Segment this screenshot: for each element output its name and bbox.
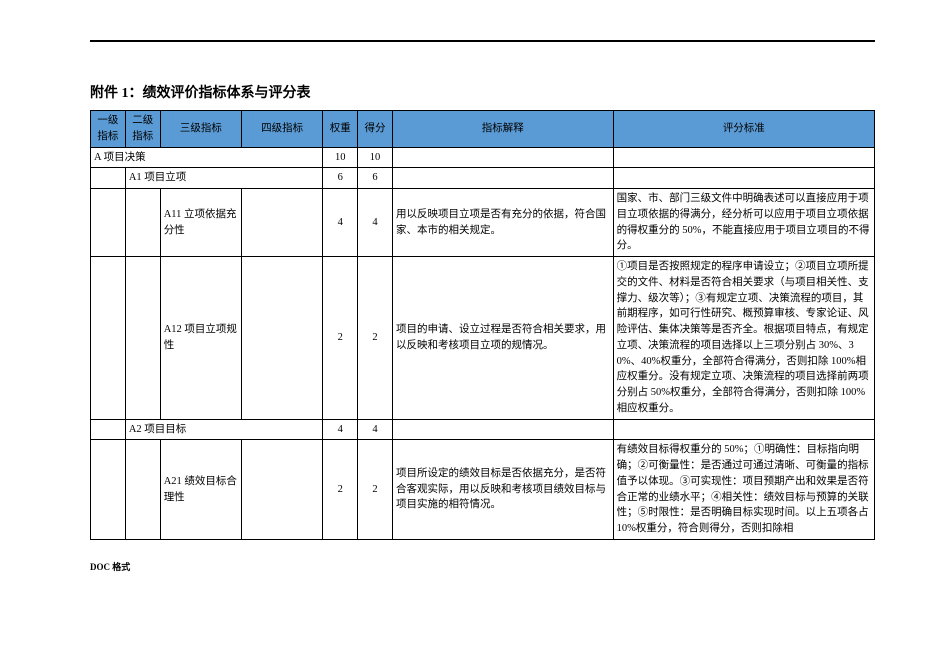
col-standard: 评分标准 (613, 111, 874, 148)
a21-weight: 2 (323, 440, 358, 540)
section-a-label: A 项目决策 (91, 147, 323, 168)
a11-weight: 4 (323, 189, 358, 257)
a21-std: 有绩效目标得权重分的 50%；①明确性：目标指向明确；②可衡量性：是否通过可通过… (613, 440, 874, 540)
a11-explain: 用以反映项目立项是否有充分的依据，符合国家、本市的相关规定。 (392, 189, 613, 257)
col-weight: 权重 (323, 111, 358, 148)
a21-c1 (91, 440, 126, 540)
table-header-row: 一级指标 二级指标 三级指标 四级指标 权重 得分 指标解释 评分标准 (91, 111, 875, 148)
sub-a2-std (613, 419, 874, 440)
a2-c1 (91, 419, 126, 440)
row-a11: A11 立项依据充分性 4 4 用以反映项目立项是否有充分的依据，符合国家、本市… (91, 189, 875, 257)
section-a-explain (392, 147, 613, 168)
a11-std: 国家、市、部门三级文件中明确表述可以直接应用于项目立项依据的得满分，经分析可以应… (613, 189, 874, 257)
sub-a2-label: A2 项目目标 (125, 419, 322, 440)
row-section-a: A 项目决策 10 10 (91, 147, 875, 168)
doc-title: 附件 1：绩效评价指标体系与评分表 (90, 82, 875, 102)
a21-c2 (125, 440, 160, 540)
doc-footer: DOC 格式 (90, 560, 875, 573)
a12-c4 (241, 257, 322, 420)
a1-c1 (91, 168, 126, 189)
sub-a1-explain (392, 168, 613, 189)
col-level2: 二级指标 (125, 111, 160, 148)
row-sub-a2: A2 项目目标 4 4 (91, 419, 875, 440)
a12-c1 (91, 257, 126, 420)
a12-weight: 2 (323, 257, 358, 420)
a12-score: 2 (358, 257, 393, 420)
col-level3: 三级指标 (160, 111, 241, 148)
a21-explain: 项目所设定的绩效目标是否依据充分，是否符合客观实际，用以反映和考核项目绩效目标与… (392, 440, 613, 540)
a11-c4 (241, 189, 322, 257)
a21-score: 2 (358, 440, 393, 540)
a11-c2 (125, 189, 160, 257)
sub-a2-score: 4 (358, 419, 393, 440)
sub-a1-score: 6 (358, 168, 393, 189)
col-level4: 四级指标 (241, 111, 322, 148)
sub-a1-std (613, 168, 874, 189)
section-a-weight: 10 (323, 147, 358, 168)
row-a12: A12 项目立项规性 2 2 项目的申请、设立过程是否符合相关要求，用以反映和考… (91, 257, 875, 420)
score-table: 一级指标 二级指标 三级指标 四级指标 权重 得分 指标解释 评分标准 A 项目… (90, 110, 875, 540)
sub-a1-weight: 6 (323, 168, 358, 189)
a12-name: A12 项目立项规性 (160, 257, 241, 420)
col-score: 得分 (358, 111, 393, 148)
a12-c2 (125, 257, 160, 420)
top-rule (90, 40, 875, 42)
col-level1: 一级指标 (91, 111, 126, 148)
row-a21: A21 绩效目标合理性 2 2 项目所设定的绩效目标是否依据充分，是否符合客观实… (91, 440, 875, 540)
section-a-score: 10 (358, 147, 393, 168)
col-explain: 指标解释 (392, 111, 613, 148)
a12-explain: 项目的申请、设立过程是否符合相关要求，用以反映和考核项目立项的规情况。 (392, 257, 613, 420)
sub-a2-explain (392, 419, 613, 440)
a21-c4 (241, 440, 322, 540)
sub-a2-weight: 4 (323, 419, 358, 440)
sub-a1-label: A1 项目立项 (125, 168, 322, 189)
a11-score: 4 (358, 189, 393, 257)
a21-name: A21 绩效目标合理性 (160, 440, 241, 540)
section-a-std (613, 147, 874, 168)
a11-name: A11 立项依据充分性 (160, 189, 241, 257)
a12-std: ①项目是否按照规定的程序申请设立；②项目立项所提交的文件、材料是否符合相关要求（… (613, 257, 874, 420)
row-sub-a1: A1 项目立项 6 6 (91, 168, 875, 189)
a11-c1 (91, 189, 126, 257)
